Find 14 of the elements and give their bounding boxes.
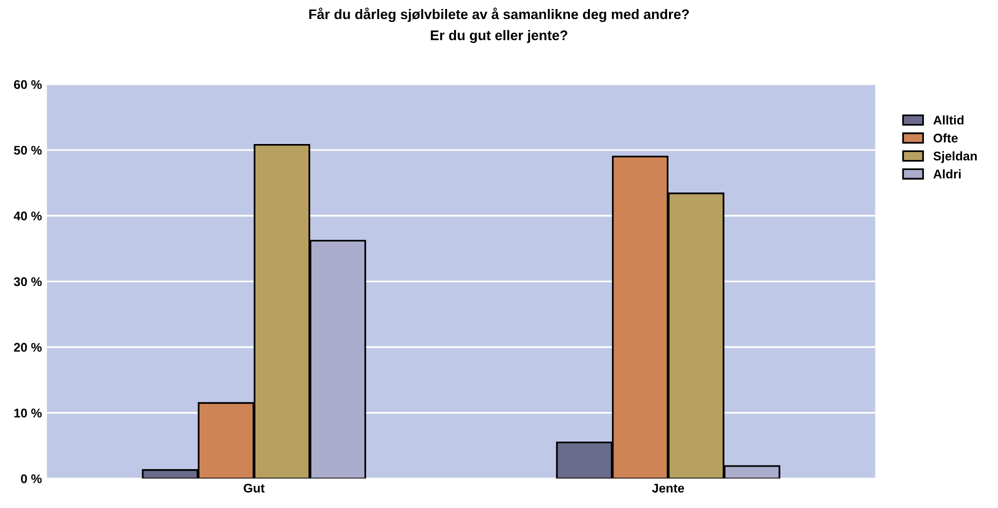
y-tick-label: 40 %: [14, 212, 42, 220]
legend-label: Alltid: [933, 115, 964, 125]
y-tick-label: 30 %: [14, 277, 42, 286]
y-tick-label: 60 %: [14, 80, 42, 89]
x-tick-label: Jente: [652, 484, 684, 493]
x-tick-label: Gut: [244, 484, 265, 493]
y-tick-label: 0 %: [21, 474, 42, 484]
legend-label: Sjeldan: [933, 151, 977, 163]
y-tick-label: 20 %: [14, 342, 42, 352]
y-tick-label: 50 %: [14, 146, 42, 155]
legend-label: Ofte: [934, 133, 958, 143]
legend-label: Aldri: [933, 169, 961, 178]
y-tick-label: 10 %: [14, 408, 42, 418]
chart-title: Får du dårleg sjølvbilete av å samanlikne deg med andre? Er du gut eller jente?: [309, 8, 689, 44]
